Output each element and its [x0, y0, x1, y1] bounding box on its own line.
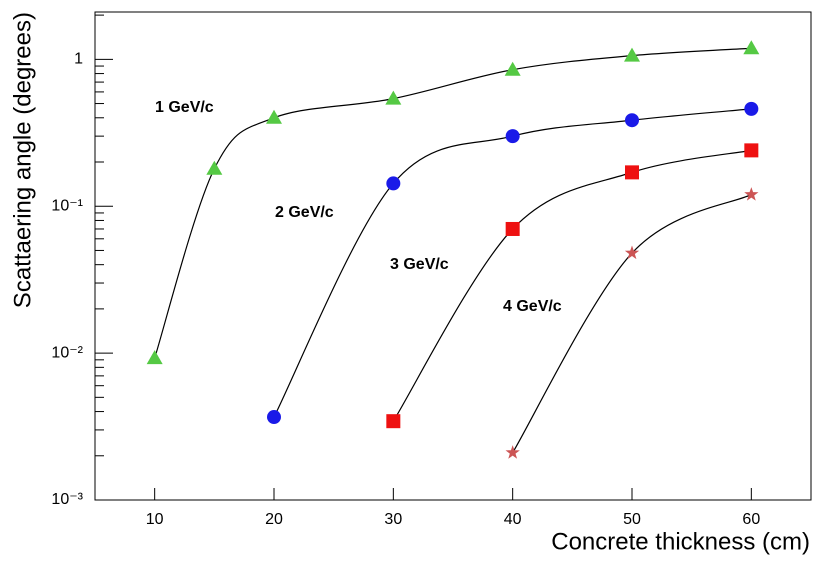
- y-tick-label: 10⁻²: [51, 344, 83, 361]
- x-axis-title: Concrete thickness (cm): [551, 528, 810, 555]
- x-tick-label: 10: [146, 511, 164, 528]
- x-tick-label: 40: [504, 511, 522, 528]
- marker: [206, 160, 223, 175]
- marker: [266, 109, 282, 124]
- series-line: [392, 149, 752, 422]
- marker: [743, 40, 760, 55]
- x-tick-label: 20: [265, 511, 283, 528]
- series-label: 3 GeV/c: [390, 256, 449, 273]
- marker: [744, 187, 759, 201]
- marker: [744, 101, 759, 116]
- marker: [625, 113, 639, 128]
- y-tick-label: 1: [74, 51, 83, 68]
- plot-frame: [94, 11, 812, 501]
- series-label: 2 GeV/c: [275, 204, 334, 221]
- marker: [504, 61, 521, 76]
- y-axis-title: Scattaering angle (degrees): [9, 12, 36, 308]
- y-tick-label: 10⁻¹: [51, 197, 83, 214]
- marker: [386, 414, 401, 429]
- series-line: [273, 108, 752, 418]
- marker: [625, 165, 639, 180]
- marker: [267, 410, 281, 425]
- series-line: [512, 194, 752, 453]
- x-tick-label: 50: [623, 511, 641, 528]
- series-label: 1 GeV/c: [155, 99, 214, 116]
- marker: [624, 245, 640, 260]
- marker: [146, 350, 163, 365]
- marker: [624, 47, 640, 62]
- series-label: 4 GeV/c: [503, 298, 562, 315]
- marker: [505, 445, 520, 459]
- marker: [385, 90, 402, 105]
- marker: [505, 221, 520, 236]
- marker: [744, 143, 759, 158]
- x-tick-label: 30: [384, 511, 402, 528]
- series-line: [154, 47, 752, 359]
- y-tick-label: 10⁻³: [51, 491, 83, 508]
- marker: [386, 176, 401, 191]
- x-tick-label: 60: [742, 511, 760, 528]
- marker: [505, 129, 520, 144]
